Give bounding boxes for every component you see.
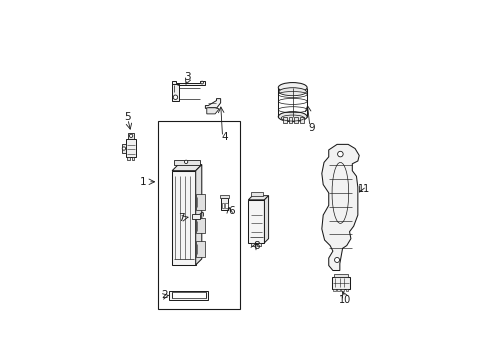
Text: 3: 3 bbox=[185, 72, 191, 82]
Polygon shape bbox=[172, 84, 179, 102]
Bar bbox=[172, 292, 206, 298]
Bar bbox=[342, 288, 344, 291]
Bar bbox=[173, 159, 200, 165]
Bar bbox=[289, 117, 293, 123]
Bar bbox=[300, 117, 303, 123]
Text: 7: 7 bbox=[178, 213, 185, 223]
Bar bbox=[172, 171, 196, 265]
Polygon shape bbox=[172, 81, 205, 85]
Bar bbox=[196, 242, 204, 257]
Text: 5: 5 bbox=[124, 112, 131, 122]
Bar bbox=[248, 200, 265, 243]
Bar bbox=[158, 121, 240, 309]
Bar bbox=[250, 192, 263, 195]
Ellipse shape bbox=[279, 88, 306, 96]
Bar bbox=[332, 277, 350, 288]
Text: 9: 9 bbox=[309, 123, 316, 133]
Bar bbox=[196, 218, 204, 233]
Bar bbox=[170, 291, 208, 300]
Text: 10: 10 bbox=[339, 295, 351, 305]
Bar bbox=[294, 117, 298, 123]
Bar bbox=[127, 157, 130, 160]
Circle shape bbox=[173, 95, 178, 99]
Bar bbox=[337, 288, 340, 291]
Bar bbox=[128, 133, 134, 139]
Bar bbox=[283, 117, 287, 123]
Bar bbox=[220, 198, 228, 210]
Text: 2: 2 bbox=[161, 291, 168, 301]
Bar bbox=[225, 203, 227, 208]
Text: 1: 1 bbox=[140, 177, 147, 187]
Bar bbox=[220, 195, 229, 198]
Circle shape bbox=[129, 134, 133, 138]
Text: 6: 6 bbox=[228, 207, 235, 216]
Polygon shape bbox=[322, 144, 359, 270]
Polygon shape bbox=[248, 195, 269, 200]
Bar bbox=[334, 274, 348, 277]
Text: 11: 11 bbox=[358, 184, 370, 194]
Bar bbox=[250, 243, 255, 246]
Bar bbox=[192, 214, 200, 219]
Polygon shape bbox=[196, 165, 202, 265]
Text: 4: 4 bbox=[221, 132, 228, 142]
Polygon shape bbox=[207, 108, 219, 114]
Bar bbox=[257, 243, 261, 246]
Circle shape bbox=[338, 151, 343, 157]
Polygon shape bbox=[205, 99, 221, 108]
Circle shape bbox=[122, 147, 125, 150]
Circle shape bbox=[335, 257, 340, 262]
Ellipse shape bbox=[278, 82, 307, 93]
Bar bbox=[196, 194, 204, 210]
Polygon shape bbox=[172, 165, 202, 171]
Text: 8: 8 bbox=[253, 240, 259, 251]
Bar bbox=[345, 288, 348, 291]
Circle shape bbox=[201, 81, 203, 84]
Ellipse shape bbox=[278, 112, 307, 122]
Bar bbox=[126, 139, 136, 157]
Bar bbox=[132, 157, 134, 160]
Bar bbox=[222, 203, 224, 208]
Bar bbox=[333, 288, 336, 291]
Polygon shape bbox=[265, 195, 269, 243]
Polygon shape bbox=[122, 144, 126, 153]
Circle shape bbox=[184, 160, 188, 163]
